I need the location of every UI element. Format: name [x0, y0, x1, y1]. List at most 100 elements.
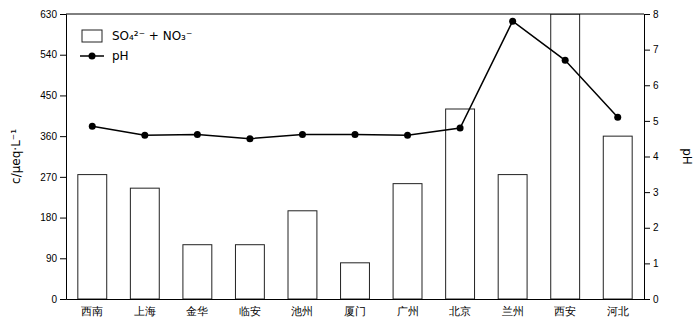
point	[457, 125, 464, 132]
point	[614, 114, 621, 121]
tick-mark	[644, 121, 650, 122]
tick: 金华	[186, 305, 208, 317]
tick: 北京	[449, 305, 471, 317]
tick-label: 3	[653, 187, 659, 198]
tick-mark	[60, 14, 66, 15]
tick-label: 广州	[397, 305, 419, 317]
tick-label: 360	[40, 131, 57, 142]
tick-label: 兰州	[502, 305, 524, 317]
point	[509, 18, 516, 25]
tick-label: 8	[653, 9, 659, 20]
axis-line	[60, 15, 67, 300]
legend-swatch	[89, 53, 96, 60]
x-axis: 西南上海金华临安池州厦门广州北京兰州西安河北	[67, 300, 645, 317]
legend-background	[74, 22, 224, 70]
tick-mark	[60, 177, 66, 178]
tick: 7	[644, 44, 659, 55]
tick: 4	[644, 151, 659, 162]
tick: 西安	[554, 305, 576, 317]
tick-mark	[60, 218, 66, 219]
tick: 5	[644, 116, 659, 127]
tick-label: 90	[46, 253, 58, 264]
tick-label: 临安	[239, 305, 261, 317]
tick-mark	[60, 299, 66, 300]
plot: 0 90 180 270 360 450 540 630 0 1 2 3 4 5 6 7 8 西南 上海 金华 临安 池州…	[40, 9, 659, 317]
point	[89, 123, 96, 130]
bar	[130, 188, 159, 299]
tick-mark	[644, 157, 650, 158]
frame-line	[66, 14, 644, 15]
tick: 1	[644, 258, 659, 269]
bar	[393, 184, 422, 299]
tick-mark	[60, 136, 66, 137]
tick-mark	[60, 95, 66, 96]
tick-label: 上海	[134, 305, 156, 317]
tick: 270	[40, 172, 66, 183]
tick-label: 7	[653, 44, 659, 55]
tick-mark	[60, 258, 66, 259]
tick-label: 4	[653, 151, 659, 162]
tick: 6	[644, 80, 659, 91]
bar	[78, 175, 107, 299]
bar	[551, 14, 580, 299]
legend: SO₄²⁻ + NO₃⁻ pH	[74, 22, 224, 70]
point	[404, 132, 411, 139]
tick-label: 540	[40, 49, 57, 60]
tick-label: 0	[653, 294, 659, 305]
tick: 2	[644, 222, 659, 233]
tick: 厦门	[344, 305, 366, 317]
tick: 630	[40, 9, 66, 20]
tick-mark	[644, 299, 650, 300]
axis-line	[645, 15, 651, 300]
tick-mark	[644, 50, 650, 51]
tick: 3	[644, 187, 659, 198]
tick: 180	[40, 212, 66, 223]
bar	[183, 245, 212, 299]
tick: 上海	[134, 305, 156, 317]
tick-mark	[644, 85, 650, 86]
tick: 8	[644, 9, 659, 20]
point	[141, 132, 148, 139]
tick: 池州	[291, 305, 313, 317]
tick-label: 6	[653, 80, 659, 91]
tick-label: 270	[40, 172, 57, 183]
y2-axis: 0 1 2 3 4 5 6 7 8	[644, 9, 659, 305]
tick: 西南	[81, 305, 103, 317]
y-axis: 0 90 180 270 360 450 540 630	[40, 9, 66, 305]
tick: 0	[51, 294, 66, 305]
bar	[603, 136, 632, 299]
point	[352, 131, 359, 138]
tick-mark	[644, 14, 650, 15]
tick-label: 1	[653, 258, 659, 269]
tick-label: 630	[40, 9, 57, 20]
tick-label: 450	[40, 90, 57, 101]
line	[92, 21, 617, 139]
tick-label: 池州	[291, 305, 313, 317]
point	[299, 131, 306, 138]
tick: 兰州	[502, 305, 524, 317]
legend-label: pH	[112, 49, 129, 63]
tick-label: 5	[653, 116, 659, 127]
tick: 540	[40, 49, 66, 60]
tick: 0	[644, 294, 659, 305]
legend-item: pH	[80, 49, 129, 63]
tick-label: 西南	[81, 305, 103, 317]
point	[562, 57, 569, 64]
legend-label: SO₄²⁻ + NO₃⁻	[112, 29, 192, 43]
point	[246, 135, 253, 142]
axis-title: c/μeq·L⁻¹	[9, 129, 23, 184]
tick-label: 西安	[554, 305, 576, 317]
bar	[341, 263, 370, 299]
tick: 450	[40, 90, 66, 101]
axis-line	[67, 299, 645, 300]
bar	[446, 109, 475, 299]
bar	[498, 175, 527, 299]
legend-item: SO₄²⁻ + NO₃⁻	[82, 29, 192, 43]
tick-label: 0	[51, 294, 57, 305]
bar	[288, 211, 317, 299]
tick: 90	[46, 253, 66, 264]
tick: 临安	[239, 305, 261, 317]
tick-label: 厦门	[344, 305, 366, 317]
tick-mark	[644, 228, 650, 229]
legend-swatch	[82, 30, 102, 42]
